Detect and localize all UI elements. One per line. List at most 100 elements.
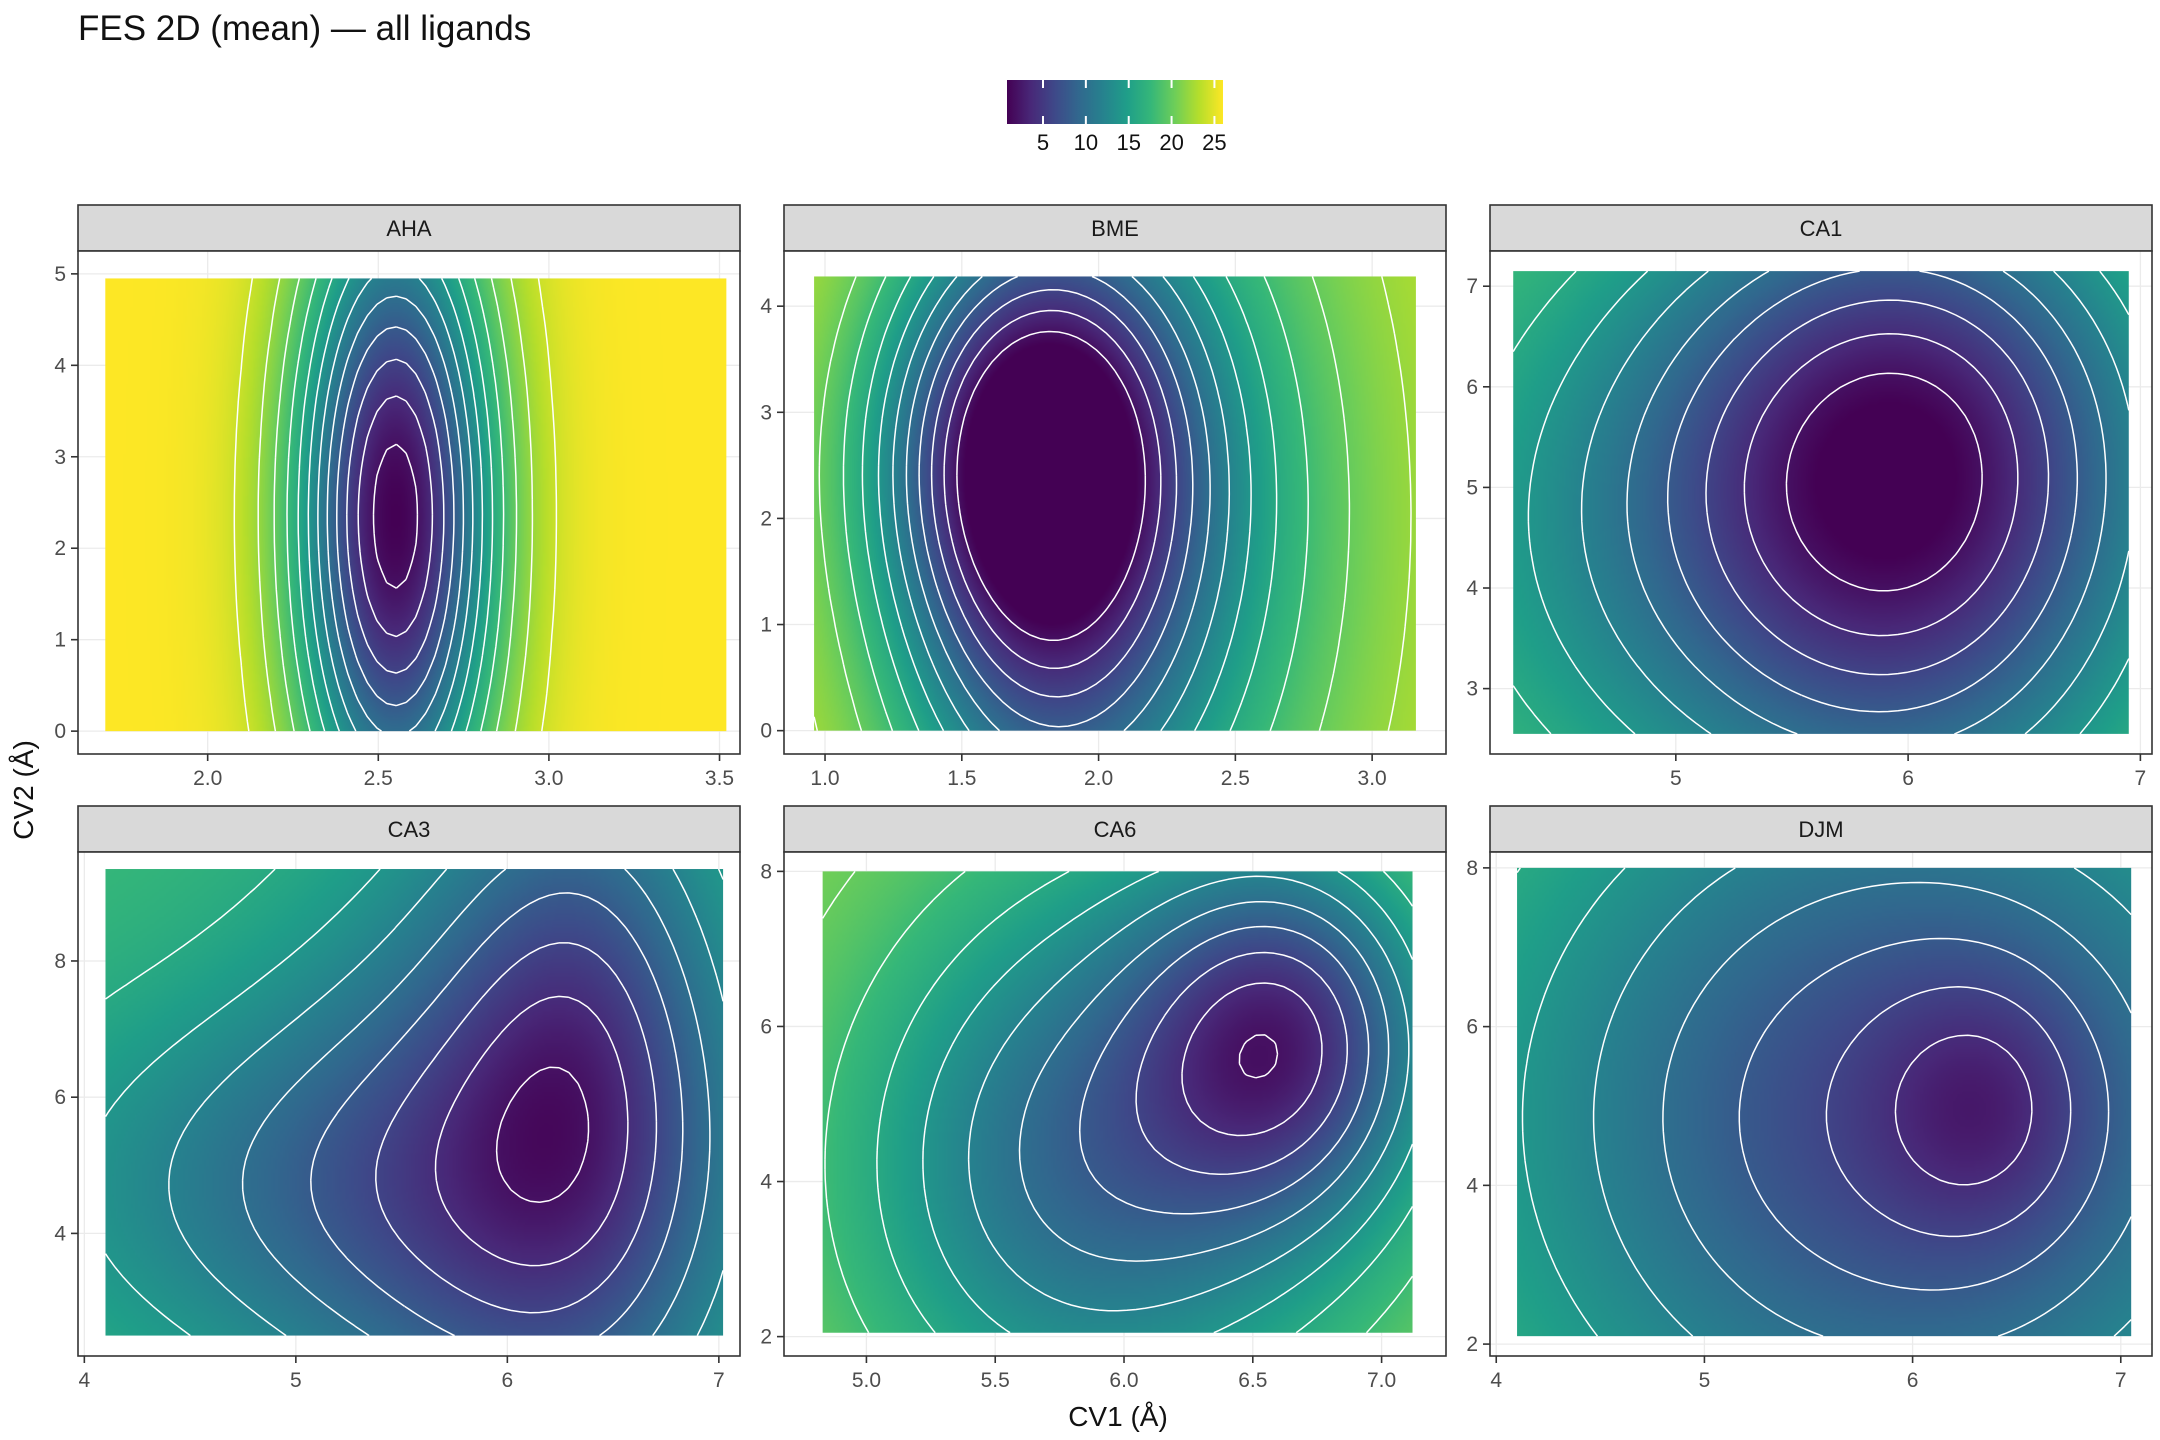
contour-level: [346, 358, 445, 674]
contour-level: [1580, 270, 2130, 735]
contour-level: [307, 278, 484, 732]
contour-level: [877, 276, 1252, 732]
chart-title: FES 2D (mean) — all ligands: [78, 9, 531, 48]
contour-level: [375, 942, 658, 1314]
colorbar-tick-label: 25: [1202, 130, 1226, 155]
colorbar-tick-label: 15: [1116, 130, 1140, 155]
colorbar: [1007, 80, 1223, 124]
x-tick-label: 6: [502, 1369, 514, 1392]
contour-level: [357, 395, 434, 638]
facet-strip: [1489, 805, 2153, 853]
facet-panel-aha: AHA 2.0 2.5 3.0 3.5 0 1 2 3 4 5: [54, 204, 741, 790]
y-tick-label: 4: [760, 295, 772, 318]
contour-level: [1512, 270, 1577, 735]
x-tick-label: 5: [1699, 1369, 1711, 1392]
contour-level: [297, 278, 494, 732]
y-tick-label: 4: [1466, 577, 1478, 600]
fes-heatmap-aha: [105, 278, 727, 732]
y-tick-label: 3: [1466, 678, 1478, 701]
contour-level: [821, 870, 856, 919]
panel-border: [77, 851, 741, 1357]
y-tick-label: 6: [1466, 376, 1478, 399]
colorbar-tick-label: 10: [1074, 130, 1098, 155]
contour-level: [905, 275, 1211, 732]
axis-ticks: 5.0 5.5 6.0 6.5 7.0 2 4 6 8: [760, 860, 1396, 1392]
axis-ticks: 2.0 2.5 3.0 3.5 0 1 2 3 4 5: [54, 263, 734, 790]
contour-level: [818, 276, 1351, 731]
colorbar-tick-label: 5: [1037, 130, 1049, 155]
y-tick-label: 3: [760, 401, 772, 424]
contour-level: [495, 1066, 590, 1203]
y-tick-label: 5: [1466, 476, 1478, 499]
facet-strip-label: CA1: [1800, 216, 1843, 241]
contour-level: [310, 892, 684, 1337]
contour-level: [1078, 925, 1370, 1215]
x-tick-label: 5.0: [852, 1369, 881, 1392]
facet-panel-ca6: CA6 5.0 5.5 6.0 6.5 7.0 2 4 6 8: [760, 805, 1447, 1392]
y-tick-label: 8: [54, 950, 66, 973]
contour-level: [241, 868, 711, 1337]
contour-level: [930, 289, 1178, 698]
panel-border: [783, 851, 1447, 1357]
contour-level: [956, 330, 1147, 642]
contour-level: [922, 870, 1414, 1334]
x-tick-label: 7.0: [1367, 1369, 1396, 1392]
x-tick-label: 6.0: [1109, 1369, 1138, 1392]
x-tick-label: 2.5: [1221, 767, 1250, 790]
x-tick-label: 1.5: [947, 767, 976, 790]
facet-strip: [77, 204, 741, 252]
facet-strip-label: CA3: [388, 817, 431, 842]
facet-strip: [1489, 204, 2153, 252]
contour-level: [1785, 372, 1983, 592]
axis-ticks: 1.0 1.5 2.0 2.5 3.0 0 1 2 3 4: [760, 295, 1386, 790]
x-tick-label: 3.5: [705, 767, 734, 790]
x-axis-title: CV1 (Å): [1068, 1401, 1168, 1432]
contour-level: [842, 276, 1309, 731]
panel-border: [1489, 250, 2153, 755]
contour-level: [876, 870, 1414, 1334]
y-tick-label: 1: [54, 629, 66, 652]
contour-level: [326, 295, 465, 732]
x-tick-label: 6: [1902, 767, 1914, 790]
facet-panel-ca3: CA3 4 5 6 7 4 6 8: [54, 805, 741, 1392]
x-tick-label: 2.5: [364, 767, 393, 790]
contour-level: [336, 326, 455, 707]
panel-border: [1489, 851, 2153, 1357]
fes-heatmap-ca6: [822, 871, 1413, 1333]
x-tick-label: 7: [2115, 1369, 2127, 1392]
contour-level: [918, 275, 1194, 728]
x-tick-label: 4: [79, 1369, 91, 1392]
y-tick-label: 3: [54, 446, 66, 469]
x-tick-label: 3.0: [534, 767, 563, 790]
y-tick-label: 2: [760, 507, 772, 530]
contour-level: [273, 278, 518, 732]
contour-level: [1238, 1034, 1279, 1079]
facet-strip-label: AHA: [386, 216, 432, 241]
contour-lines: [1512, 270, 2130, 735]
contour-level: [1521, 867, 1626, 1337]
x-tick-label: 1.0: [810, 767, 839, 790]
contour-level: [1705, 299, 2050, 676]
x-tick-label: 5: [290, 1369, 302, 1392]
axis-ticks: 4 5 6 7 4 6 8: [54, 950, 724, 1392]
contour-lines: [1516, 867, 2132, 1337]
facet-strip: [783, 805, 1447, 853]
contour-level: [286, 278, 505, 732]
y-tick-label: 4: [54, 1222, 66, 1245]
axis-ticks: 5 6 7 3 4 5 6 7: [1466, 275, 2146, 790]
fes-heatmap-djm: [1517, 867, 2132, 1337]
facet-strip-label: BME: [1091, 216, 1139, 241]
contour-level: [1666, 270, 2079, 713]
contour-level: [1894, 1034, 2033, 1186]
y-tick-label: 6: [1466, 1016, 1478, 1039]
contour-level: [1516, 867, 1521, 874]
contour-lines: [821, 870, 1414, 1334]
y-tick-label: 4: [54, 354, 66, 377]
y-tick-label: 5: [54, 263, 66, 286]
x-tick-label: 5.5: [981, 1369, 1010, 1392]
fes-heatmap-ca1: [1513, 271, 2129, 734]
contour-level: [1018, 900, 1390, 1262]
contour-level: [861, 276, 1278, 732]
